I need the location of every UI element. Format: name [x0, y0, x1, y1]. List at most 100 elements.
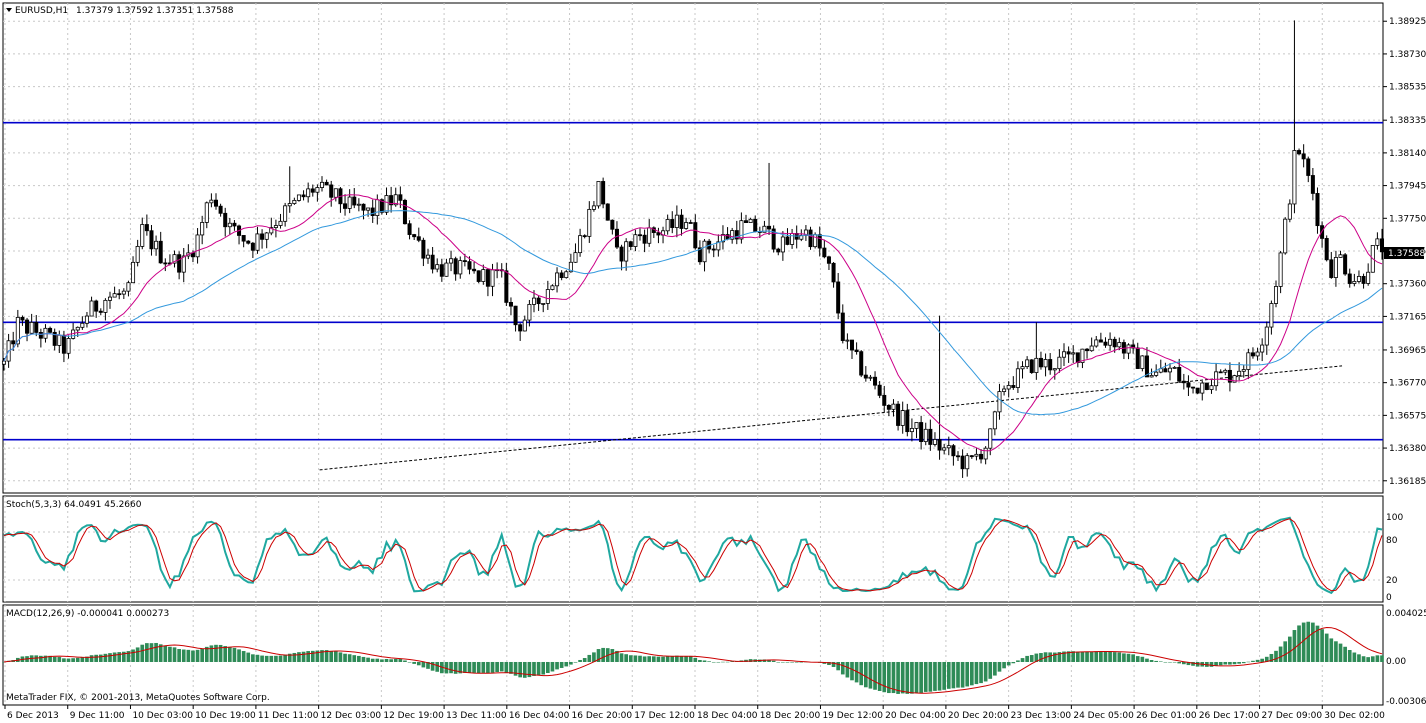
candle-body: [98, 310, 103, 313]
candle-body: [882, 394, 887, 406]
level-lines[interactable]: [3, 121, 1383, 441]
candle: [1200, 380, 1205, 401]
macd-bar: [969, 661, 974, 686]
macd-bar: [1324, 633, 1329, 662]
macd-bar: [509, 661, 513, 674]
macd-bar: [504, 661, 509, 673]
candle-body: [296, 194, 301, 201]
candle: [80, 316, 85, 330]
candle-body: [1366, 271, 1371, 284]
candle-body: [932, 439, 937, 445]
macd-bar: [827, 661, 831, 666]
candle: [900, 401, 905, 434]
candle: [435, 258, 440, 273]
stoch-label: Stoch(5,3,3) 64.0491 45.2660: [6, 500, 142, 510]
candle: [504, 262, 509, 306]
candle-body: [1301, 153, 1306, 160]
candle: [1080, 348, 1085, 369]
candle-body: [1273, 286, 1279, 304]
macd-bar: [1016, 660, 1020, 662]
candle-body: [1315, 193, 1320, 227]
macd-bar: [527, 661, 532, 678]
candle: [946, 436, 951, 456]
candle: [697, 240, 702, 265]
time-tick-label: 17 Dec 12:00: [634, 711, 695, 721]
candle-body: [522, 319, 527, 332]
candle-body: [490, 269, 495, 287]
macd-bar: [905, 661, 910, 694]
macd-bar: [108, 653, 112, 662]
candle: [144, 214, 149, 236]
candle-body: [287, 203, 292, 207]
macd-bar: [771, 660, 776, 662]
macd-bar: [1329, 638, 1334, 662]
ma-slow-line: [3, 210, 1383, 416]
macd-bar: [633, 655, 638, 662]
candle: [1246, 348, 1251, 380]
stoch-tick-0: 0: [1386, 593, 1392, 603]
candle-body: [550, 285, 555, 290]
time-tick-label: 26 Dec 17:00: [1199, 711, 1260, 721]
candle-body: [154, 240, 159, 250]
candle-body: [1324, 238, 1329, 261]
candle: [200, 215, 205, 245]
candle-body: [481, 269, 486, 282]
macd-bar: [1126, 653, 1131, 662]
candle-body: [1149, 374, 1154, 378]
candle: [840, 304, 845, 344]
candle-body: [674, 214, 679, 228]
dropdown-triangle-icon[interactable]: [6, 8, 12, 12]
macd-bar: [1301, 622, 1306, 662]
macd-bar: [1103, 651, 1108, 662]
candle: [1025, 356, 1030, 370]
candle: [347, 189, 352, 214]
macd-bar: [430, 661, 435, 671]
candle: [1278, 250, 1283, 294]
candle: [329, 180, 334, 207]
macd-bar: [665, 656, 670, 662]
macd-bar: [988, 661, 993, 679]
candle-body: [144, 224, 149, 232]
macd-bar: [1154, 660, 1159, 662]
candle-body: [619, 246, 624, 262]
stoch-tick-20: 20: [1386, 576, 1398, 586]
macd-bar: [75, 657, 80, 662]
candle-body: [670, 219, 675, 228]
macd-bar: [237, 649, 241, 662]
candle: [531, 290, 537, 313]
candle: [310, 184, 315, 197]
macd-bar: [121, 651, 126, 662]
candle: [98, 308, 103, 316]
candle-body: [398, 194, 403, 201]
macd-bar: [536, 661, 541, 676]
candle-body: [1103, 341, 1108, 346]
trendline-segment[interactable]: [319, 365, 1343, 471]
candle-body: [172, 254, 177, 264]
candle-body: [107, 296, 113, 301]
macd-bar: [62, 658, 66, 662]
candle: [1255, 347, 1260, 361]
candle-body: [955, 455, 961, 458]
macd-bar: [1094, 651, 1099, 662]
macd-bar: [140, 644, 145, 662]
macd-bar: [564, 661, 569, 667]
macd-bar: [172, 647, 177, 662]
macd-bar: [1338, 643, 1343, 662]
candle-body: [974, 453, 979, 457]
candle: [246, 240, 251, 245]
candle-body: [232, 222, 237, 227]
candle-body: [656, 232, 661, 236]
macd-bar: [1218, 661, 1223, 666]
macd-bar: [1075, 651, 1080, 662]
candle: [20, 315, 25, 326]
stoch-signal-line: [3, 518, 1383, 592]
trendline[interactable]: [319, 365, 1343, 471]
candle: [1292, 20, 1297, 214]
candle-body: [578, 235, 583, 254]
candle-body: [633, 234, 638, 247]
candle: [402, 198, 407, 225]
macd-bar: [467, 661, 472, 673]
macd-bar: [246, 652, 251, 662]
candle: [730, 227, 735, 244]
candle-body: [121, 290, 126, 295]
